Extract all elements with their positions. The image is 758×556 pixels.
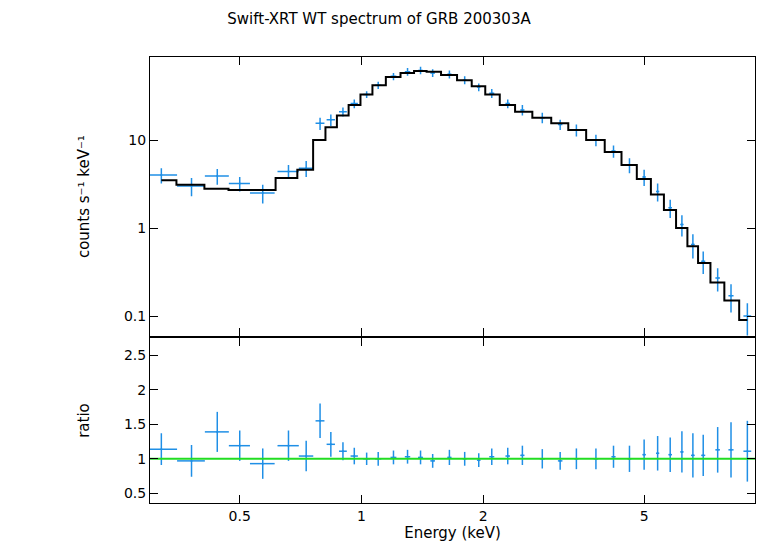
svg-text:Swift-XRT WT spectrum of GRB 2: Swift-XRT WT spectrum of GRB 200303A — [227, 10, 531, 28]
svg-text:counts s⁻¹ keV⁻¹: counts s⁻¹ keV⁻¹ — [75, 135, 93, 258]
svg-text:1: 1 — [137, 220, 146, 236]
svg-text:0.1: 0.1 — [124, 308, 146, 324]
svg-text:0.5: 0.5 — [124, 485, 146, 501]
svg-text:5: 5 — [640, 508, 649, 524]
svg-text:1: 1 — [357, 508, 366, 524]
svg-text:2.5: 2.5 — [124, 347, 146, 363]
svg-text:0.5: 0.5 — [229, 508, 251, 524]
svg-text:2: 2 — [479, 508, 488, 524]
svg-text:Energy (keV): Energy (keV) — [404, 524, 501, 542]
svg-text:2: 2 — [137, 382, 146, 398]
svg-text:1: 1 — [137, 451, 146, 467]
svg-text:ratio: ratio — [75, 403, 93, 438]
svg-text:10: 10 — [128, 132, 146, 148]
svg-text:1.5: 1.5 — [124, 416, 146, 432]
